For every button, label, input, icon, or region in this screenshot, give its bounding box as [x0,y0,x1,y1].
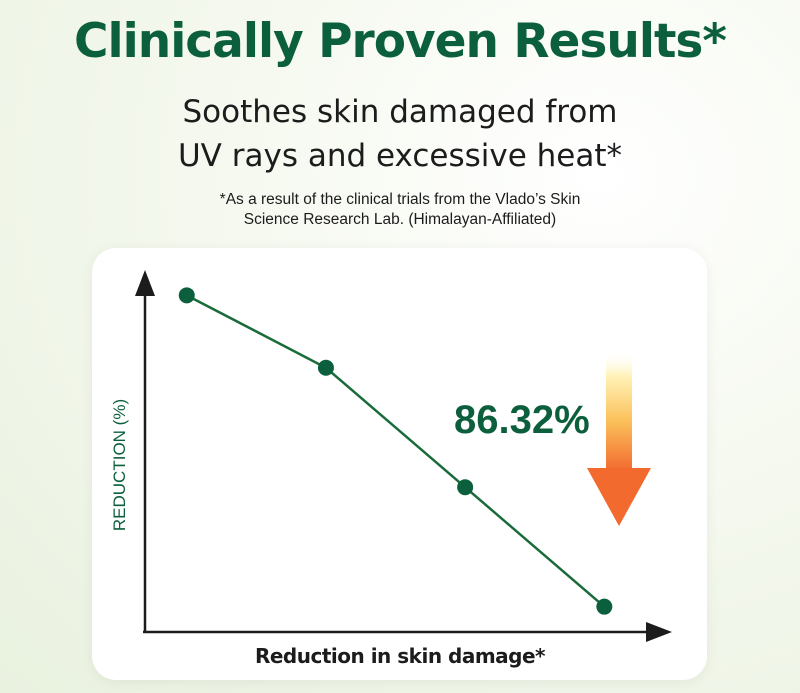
series-points [178,287,613,615]
down-arrow-icon [587,350,651,526]
data-point-3 [457,479,474,496]
x-axis-arrowhead [646,622,672,642]
data-point-4 [596,598,613,615]
footnote: *As a result of the clinical trials from… [0,190,800,230]
page-title: Clinically Proven Results* [74,14,727,69]
series-line [186,294,606,608]
reduction-callout: 86.32% [454,398,590,442]
subtitle-line-1: Soothes skin damaged from [182,94,618,130]
chart-axes [135,270,672,642]
footnote-line-2: Science Research Lab. (Himalayan-Affilia… [243,211,557,228]
footnote-line-1: *As a result of the clinical trials from… [219,191,581,208]
y-axis-arrowhead [135,270,155,296]
data-point-1 [178,287,195,304]
x-axis-label: Reduction in skin damage* [254,644,546,668]
subtitle: Soothes skin damaged from UV rays and ex… [0,90,800,178]
subtitle-line-2: UV rays and excessive heat* [177,138,623,174]
y-axis-label-text: REDUCTION (%) [110,398,129,532]
data-point-2 [317,359,334,376]
